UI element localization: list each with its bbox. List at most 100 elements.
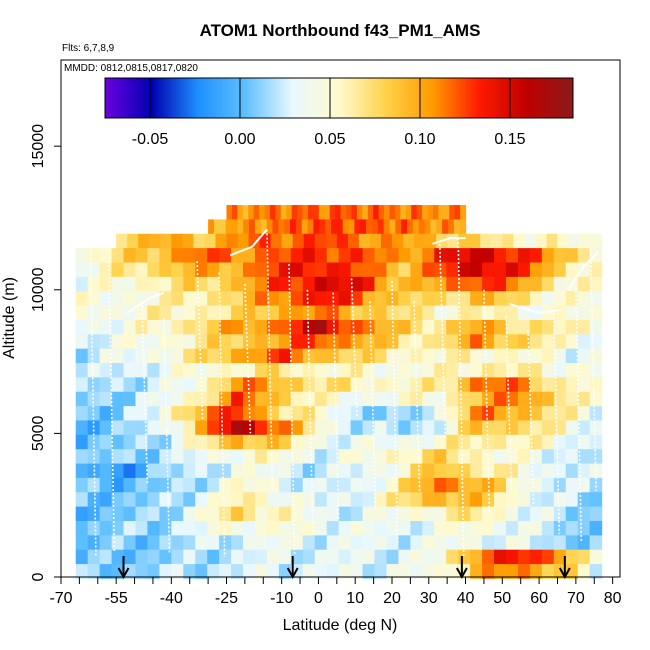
heatmap-cell (422, 291, 435, 306)
heatmap-cell (422, 449, 435, 464)
heatmap-cell (87, 319, 101, 335)
flights-label: Flts: 6,7,8,9 (62, 43, 115, 54)
heatmap-cell (374, 276, 388, 292)
heatmap-cell (338, 319, 352, 335)
heatmap-cell (434, 420, 447, 436)
heatmap-cell (87, 276, 101, 292)
heatmap-cell (270, 233, 283, 249)
heatmap-cell (302, 564, 316, 579)
heatmap-cell (207, 305, 220, 321)
heatmap-cell (266, 291, 280, 306)
heatmap-cell (278, 348, 292, 364)
heatmap-cell (577, 477, 591, 493)
heatmap-cell (447, 219, 455, 235)
heatmap-cell (589, 549, 603, 565)
heatmap-cell (326, 506, 340, 522)
heatmap-cell (529, 477, 543, 493)
heatmap-cell (266, 248, 280, 263)
heatmap-cell (231, 535, 244, 551)
heatmap-cell (195, 449, 208, 464)
heatmap-cell (418, 219, 426, 235)
heatmap-cell (505, 319, 519, 335)
heatmap-cell (446, 477, 459, 493)
heatmap-cell (99, 535, 113, 551)
heatmap-cell (338, 305, 352, 321)
heatmap-cell (219, 348, 232, 364)
heatmap-cell (517, 564, 531, 579)
y-tick-label: 0 (30, 572, 47, 581)
heatmap-cell (482, 535, 495, 551)
heatmap-cell (446, 564, 459, 579)
heatmap-cell (290, 449, 304, 464)
heatmap-cell (505, 477, 519, 493)
heatmap-cell (237, 233, 250, 249)
heatmap-cell (470, 549, 483, 565)
heatmap-cell (480, 233, 492, 249)
heatmap-cell (541, 477, 555, 493)
heatmap-cell (529, 434, 543, 450)
heatmap-cell (195, 291, 208, 306)
heatmap-cells (75, 205, 603, 579)
heatmap-cell (565, 377, 579, 393)
heatmap-cell (458, 276, 471, 292)
heatmap-cell (470, 449, 483, 464)
heatmap-cell (494, 492, 507, 508)
heatmap-cell (159, 291, 172, 306)
heatmap-cell (422, 205, 429, 220)
heatmap-cell (373, 205, 380, 220)
heatmap-cell (362, 276, 376, 292)
heatmap-cell (314, 391, 328, 407)
heatmap-cell (458, 262, 471, 278)
heatmap-cell (398, 377, 411, 393)
heatmap-cell (111, 434, 125, 450)
heatmap-cell (422, 564, 435, 579)
heatmap-cell (147, 506, 160, 522)
heatmap-cell (446, 463, 459, 479)
heatmap-cell (260, 219, 268, 235)
heatmap-cell (123, 276, 137, 292)
heatmap-cell (541, 391, 555, 407)
heatmap-cell (577, 449, 591, 464)
heatmap-cell (75, 520, 89, 536)
heatmap-cell (159, 334, 172, 350)
heatmap-cell (446, 492, 459, 508)
heatmap-cell (410, 334, 423, 350)
heatmap-cell (494, 262, 507, 278)
heatmap-cell (135, 449, 149, 464)
heatmap-cell (434, 535, 447, 551)
heatmap-cell (422, 334, 435, 350)
heatmap-cell (231, 420, 244, 436)
heatmap-cell (111, 363, 125, 378)
heatmap-cell (405, 205, 412, 220)
heatmap-cell (458, 348, 471, 364)
flight-track (369, 301, 377, 509)
heatmap-cell (326, 535, 340, 551)
heatmap-cell (589, 348, 603, 364)
heatmap-cell (589, 377, 603, 393)
heatmap-cell (386, 549, 400, 565)
heatmap-cell (529, 420, 543, 436)
heatmap-cell (338, 391, 352, 407)
heatmap-cell (529, 334, 543, 350)
heatmap-cell (292, 233, 305, 249)
heatmap-cell (207, 276, 220, 292)
heatmap-cell (278, 535, 292, 551)
heatmap-cell (301, 219, 309, 235)
heatmap-cell (505, 463, 519, 479)
heatmap-cell (255, 463, 268, 479)
heatmap-cell (494, 549, 507, 565)
heatmap-cell (505, 348, 519, 364)
heatmap-cell (350, 535, 364, 551)
heatmap-cell (505, 305, 519, 321)
heatmap-cell (286, 205, 293, 220)
heatmap-cell (589, 506, 603, 522)
heatmap-cell (183, 520, 196, 536)
heatmap-cell (183, 262, 196, 278)
heatmap-cell (434, 262, 447, 278)
heatmap-cell (398, 391, 411, 407)
heatmap-cell (314, 535, 328, 551)
heatmap-cell (75, 391, 89, 407)
heatmap-cell (398, 492, 411, 508)
heatmap-cell (494, 420, 507, 436)
heatmap-cell (338, 406, 352, 421)
